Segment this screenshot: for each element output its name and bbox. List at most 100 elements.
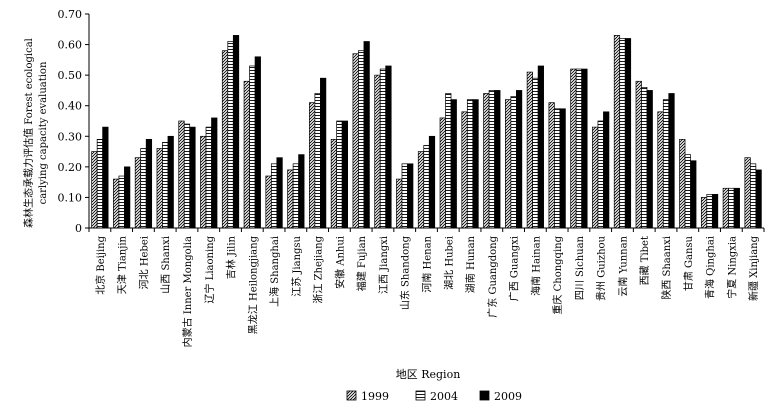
bar-2004-20 bbox=[532, 77, 539, 229]
bar-2009-19 bbox=[515, 90, 523, 229]
bar-1999-16 bbox=[439, 117, 446, 229]
bar-1999-29 bbox=[722, 187, 729, 229]
bar-2009-8 bbox=[276, 157, 283, 229]
bar-1999-14 bbox=[396, 178, 403, 229]
bar-1999-19 bbox=[505, 99, 512, 229]
x-category-label: 江西 Jiangxi bbox=[378, 236, 390, 294]
bar-1999-4 bbox=[178, 120, 185, 229]
bar-1999-24 bbox=[613, 35, 621, 229]
bar-2004-17 bbox=[466, 99, 474, 229]
y-tick-label: 0.30 bbox=[58, 130, 83, 143]
bar-1999-23 bbox=[592, 126, 599, 229]
bar-1999-25 bbox=[635, 80, 642, 229]
bar-2009-11 bbox=[341, 120, 348, 229]
bar-1999-15 bbox=[417, 151, 425, 229]
x-category-label: 内蒙古 Inner Mongolia bbox=[181, 236, 194, 347]
bar-2004-26 bbox=[662, 99, 670, 229]
bar-2009-15 bbox=[428, 135, 436, 229]
bar-2009-2 bbox=[145, 138, 153, 229]
x-category-label: 吉林 Jilin bbox=[225, 235, 238, 279]
y-tick-label: 0.10 bbox=[58, 191, 83, 204]
bar-1999-5 bbox=[200, 135, 207, 229]
x-category-label: 黑龙江 Heilongjiang bbox=[246, 235, 259, 334]
bar-2009-16 bbox=[450, 99, 457, 229]
bar-1999-17 bbox=[461, 111, 468, 229]
x-axis-title: 地区 Region bbox=[396, 368, 461, 381]
bar-2004-24 bbox=[619, 38, 626, 229]
bar-2009-3 bbox=[167, 135, 174, 229]
bar-2004-9 bbox=[292, 163, 299, 229]
x-category-label: 山西 Shanxi bbox=[160, 236, 172, 294]
bar-2004-14 bbox=[401, 163, 408, 229]
legend-swatch-2004 bbox=[415, 390, 426, 401]
bar-2009-24 bbox=[624, 38, 632, 229]
x-category-label: 江苏 Jiangsu bbox=[290, 235, 303, 296]
bar-1999-21 bbox=[548, 102, 555, 229]
bar-1999-2 bbox=[134, 157, 142, 229]
bar-2004-25 bbox=[641, 87, 648, 229]
bar-1999-0 bbox=[91, 151, 98, 229]
y-tick-label: 0.20 bbox=[58, 161, 83, 174]
bar-1999-7 bbox=[243, 80, 250, 229]
bar-2009-25 bbox=[646, 90, 653, 229]
legend-swatch-1999 bbox=[346, 390, 357, 401]
legend-label-1999: 1999 bbox=[361, 390, 389, 403]
bar-2004-5 bbox=[205, 126, 212, 229]
bar-2004-23 bbox=[597, 120, 604, 229]
bar-1999-26 bbox=[657, 111, 664, 229]
bar-2004-6 bbox=[227, 41, 234, 229]
bar-2004-0 bbox=[96, 138, 103, 229]
bar-1999-11 bbox=[330, 138, 337, 229]
y-axis-ticks: 0 0.10 0.20 0.30 0.40 0.50 0.60 0.70 bbox=[58, 8, 89, 235]
bar-1999-30 bbox=[744, 157, 751, 229]
bar-2009-6 bbox=[232, 35, 240, 229]
x-category-label: 广西 Guangxi bbox=[509, 236, 521, 301]
bar-2009-17 bbox=[472, 99, 479, 229]
x-category-label: 辽宁 Liaoning bbox=[203, 235, 216, 303]
x-category-label: 天津 Tianjin bbox=[117, 235, 129, 294]
bar-2004-21 bbox=[554, 108, 561, 229]
x-category-label: 宁夏 Ningxia bbox=[725, 236, 738, 299]
bar-2009-29 bbox=[733, 187, 740, 229]
x-category-label: 四川 Sichuan bbox=[575, 235, 586, 300]
bar-2009-13 bbox=[385, 65, 392, 229]
bar-2004-29 bbox=[728, 187, 735, 229]
bar-1999-22 bbox=[570, 68, 577, 229]
x-category-label: 山东 Shandong bbox=[399, 235, 412, 310]
bar-2009-4 bbox=[189, 126, 196, 229]
x-axis-categories: 北京 Beijing 天津 Tianjin 河北 Hebei 山西 Shanxi 内蒙古… bbox=[88, 228, 765, 347]
bar-2004-27 bbox=[684, 154, 691, 229]
bar-2009-20 bbox=[537, 65, 544, 229]
bars bbox=[91, 35, 762, 229]
bar-1999-12 bbox=[352, 53, 359, 229]
y-axis-title-line1: 森林生态承载力评估值 Forest ecological bbox=[22, 38, 35, 228]
bar-2004-11 bbox=[336, 120, 343, 229]
bar-2004-8 bbox=[270, 163, 278, 229]
y-tick-label: 0 bbox=[75, 222, 82, 235]
x-category-label: 西藏 Tibet bbox=[639, 236, 651, 285]
bar-2009-0 bbox=[102, 126, 109, 229]
x-category-label: 湖南 Hunan bbox=[464, 235, 477, 293]
bar-2009-14 bbox=[407, 163, 414, 229]
bar-2004-13 bbox=[379, 68, 387, 229]
y-axis-title-line2: carlying capacity evaluation bbox=[38, 61, 49, 204]
x-category-label: 重庆 Chongqing bbox=[551, 235, 564, 314]
x-category-label: 广东 Guangdong bbox=[486, 235, 499, 317]
bar-2009-26 bbox=[668, 93, 675, 229]
y-tick-label: 0.60 bbox=[58, 39, 83, 52]
bar-2004-2 bbox=[140, 148, 147, 229]
bar-1999-13 bbox=[374, 74, 381, 229]
x-category-label: 贵州 Guizhou bbox=[595, 235, 608, 301]
bar-2004-18 bbox=[488, 90, 495, 229]
bar-2009-18 bbox=[494, 90, 501, 229]
x-category-label: 甘肃 Gansu bbox=[682, 235, 695, 291]
x-category-label: 福建 Fujian bbox=[355, 235, 368, 291]
bar-2004-19 bbox=[510, 96, 517, 229]
bar-2009-21 bbox=[559, 108, 566, 229]
y-tick-label: 0.70 bbox=[58, 8, 83, 21]
bar-2004-4 bbox=[183, 123, 191, 229]
bar-1999-9 bbox=[287, 169, 294, 229]
bar-2009-22 bbox=[581, 68, 588, 229]
legend: 1999 2004 2009 bbox=[346, 390, 522, 403]
bar-2004-22 bbox=[575, 68, 583, 229]
